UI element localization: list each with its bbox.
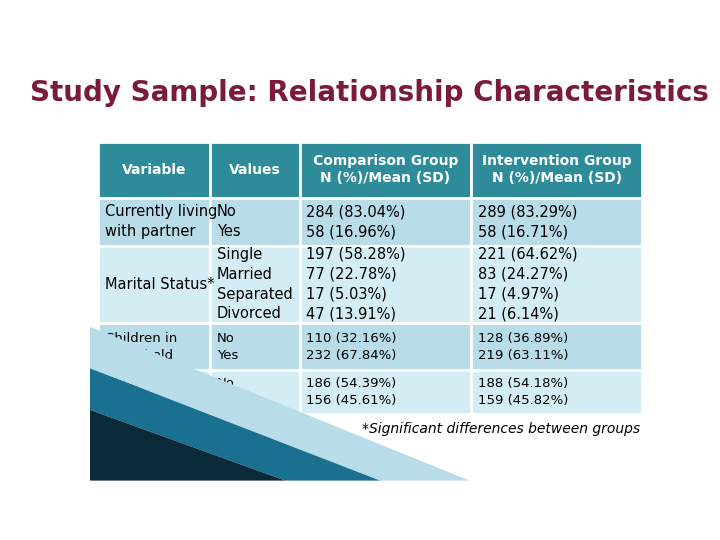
Text: 186 (54.39%)
156 (45.61%): 186 (54.39%) 156 (45.61%)	[307, 377, 397, 407]
FancyBboxPatch shape	[210, 322, 300, 370]
FancyBboxPatch shape	[300, 322, 471, 370]
FancyBboxPatch shape	[300, 198, 471, 246]
FancyBboxPatch shape	[471, 141, 642, 198]
Text: 289 (83.29%)
58 (16.71%): 289 (83.29%) 58 (16.71%)	[478, 204, 577, 239]
Text: 110 (32.16%)
232 (67.84%): 110 (32.16%) 232 (67.84%)	[307, 332, 397, 361]
FancyBboxPatch shape	[471, 198, 642, 246]
FancyBboxPatch shape	[471, 370, 642, 414]
Text: 188 (54.18%)
159 (45.82%): 188 (54.18%) 159 (45.82%)	[478, 377, 568, 407]
FancyBboxPatch shape	[471, 246, 642, 322]
Text: 284 (83.04%)
58 (16.96%): 284 (83.04%) 58 (16.96%)	[307, 204, 406, 239]
Text: No
Yes: No Yes	[217, 377, 238, 407]
FancyBboxPatch shape	[210, 246, 300, 322]
FancyBboxPatch shape	[300, 246, 471, 322]
Text: Intervention Group
N (%)/Mean (SD): Intervention Group N (%)/Mean (SD)	[482, 154, 631, 185]
Text: *Significant differences between groups: *Significant differences between groups	[361, 422, 639, 436]
Text: Children in
household: Children in household	[105, 332, 177, 361]
Text: Study Sample: Relationship Characteristics: Study Sample: Relationship Characteristi…	[30, 79, 708, 107]
Text: Comparison Group
N (%)/Mean (SD): Comparison Group N (%)/Mean (SD)	[312, 154, 458, 185]
FancyBboxPatch shape	[300, 141, 471, 198]
FancyBboxPatch shape	[99, 198, 210, 246]
Text: Single
Married
Separated
Divorced: Single Married Separated Divorced	[217, 247, 292, 321]
FancyBboxPatch shape	[99, 246, 210, 322]
Text: 221 (64.62%)
83 (24.27%)
17 (4.97%)
21 (6.14%): 221 (64.62%) 83 (24.27%) 17 (4.97%) 21 (…	[478, 247, 577, 321]
FancyBboxPatch shape	[210, 141, 300, 198]
FancyBboxPatch shape	[210, 198, 300, 246]
Text: No
Yes: No Yes	[217, 332, 238, 361]
Text: Values: Values	[229, 163, 281, 177]
Polygon shape	[90, 368, 380, 481]
FancyBboxPatch shape	[99, 322, 210, 370]
FancyBboxPatch shape	[210, 370, 300, 414]
Text: No
Yes: No Yes	[217, 204, 240, 239]
FancyBboxPatch shape	[300, 370, 471, 414]
Text: Variable: Variable	[122, 163, 186, 177]
Text: Currently living
with partner: Currently living with partner	[105, 204, 217, 239]
Polygon shape	[90, 327, 469, 481]
Text: Children with
partner: Children with partner	[105, 377, 194, 407]
Text: 197 (58.28%)
77 (22.78%)
17 (5.03%)
47 (13.91%): 197 (58.28%) 77 (22.78%) 17 (5.03%) 47 (…	[307, 247, 406, 321]
Text: Marital Status*: Marital Status*	[105, 276, 215, 292]
FancyBboxPatch shape	[99, 370, 210, 414]
Polygon shape	[90, 410, 285, 481]
FancyBboxPatch shape	[99, 141, 210, 198]
FancyBboxPatch shape	[471, 322, 642, 370]
Text: 128 (36.89%)
219 (63.11%): 128 (36.89%) 219 (63.11%)	[478, 332, 568, 361]
